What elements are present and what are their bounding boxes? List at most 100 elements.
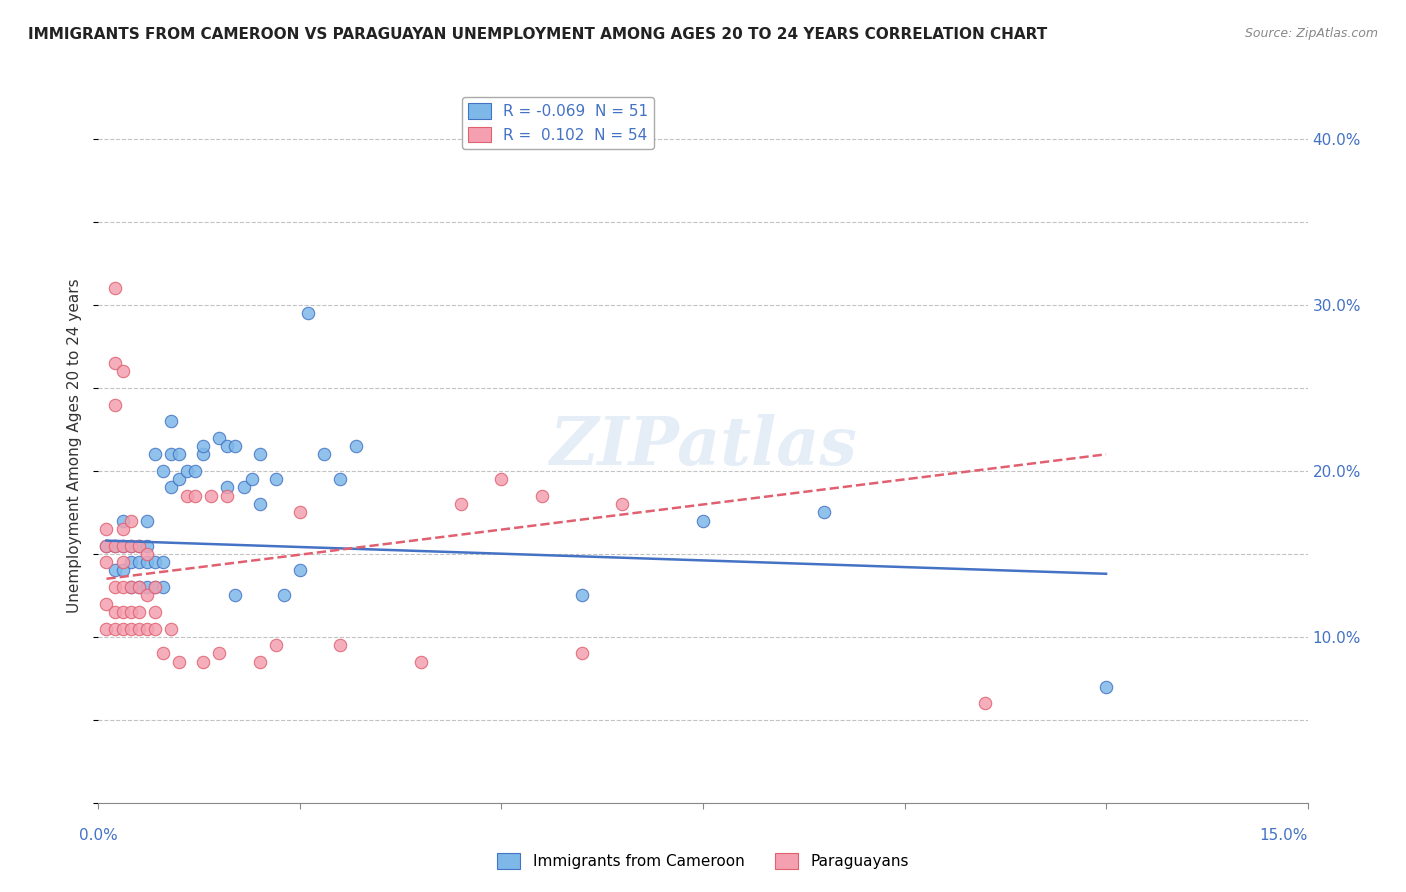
Point	[152, 580, 174, 594]
Legend: R = -0.069  N = 51, R =  0.102  N = 54: R = -0.069 N = 51, R = 0.102 N = 54	[461, 97, 654, 149]
Point	[111, 580, 134, 594]
Point	[111, 364, 134, 378]
Point	[152, 555, 174, 569]
Point	[409, 655, 432, 669]
Point	[111, 539, 134, 553]
Text: 0.0%: 0.0%	[79, 828, 118, 843]
Point	[135, 539, 157, 553]
Point	[249, 497, 271, 511]
Point	[103, 356, 125, 370]
Point	[135, 588, 157, 602]
Point	[120, 555, 142, 569]
Point	[193, 447, 215, 461]
Point	[111, 564, 134, 578]
Point	[103, 281, 125, 295]
Point	[200, 489, 222, 503]
Point	[167, 447, 190, 461]
Point	[530, 489, 553, 503]
Point	[193, 655, 215, 669]
Point	[128, 580, 150, 594]
Point	[692, 514, 714, 528]
Point	[329, 472, 352, 486]
Point	[571, 647, 593, 661]
Point	[240, 472, 263, 486]
Point	[249, 655, 271, 669]
Point	[128, 605, 150, 619]
Point	[103, 580, 125, 594]
Point	[273, 588, 295, 602]
Point	[128, 580, 150, 594]
Point	[96, 622, 118, 636]
Point	[111, 539, 134, 553]
Point	[111, 555, 134, 569]
Point	[128, 539, 150, 553]
Point	[128, 539, 150, 553]
Point	[120, 622, 142, 636]
Text: IMMIGRANTS FROM CAMEROON VS PARAGUAYAN UNEMPLOYMENT AMONG AGES 20 TO 24 YEARS CO: IMMIGRANTS FROM CAMEROON VS PARAGUAYAN U…	[28, 27, 1047, 42]
Point	[120, 580, 142, 594]
Point	[96, 539, 118, 553]
Point	[120, 580, 142, 594]
Point	[111, 514, 134, 528]
Point	[160, 622, 183, 636]
Point	[264, 472, 287, 486]
Point	[135, 622, 157, 636]
Point	[217, 481, 239, 495]
Point	[217, 439, 239, 453]
Point	[143, 555, 166, 569]
Point	[224, 439, 246, 453]
Point	[1095, 680, 1118, 694]
Point	[111, 605, 134, 619]
Point	[96, 539, 118, 553]
Point	[344, 439, 367, 453]
Point	[450, 497, 472, 511]
Point	[184, 489, 207, 503]
Point	[120, 539, 142, 553]
Point	[491, 472, 513, 486]
Point	[135, 514, 157, 528]
Point	[152, 464, 174, 478]
Text: ZIPatlas: ZIPatlas	[550, 414, 856, 478]
Point	[193, 439, 215, 453]
Point	[329, 638, 352, 652]
Point	[160, 447, 183, 461]
Point	[135, 547, 157, 561]
Point	[96, 597, 118, 611]
Point	[103, 622, 125, 636]
Point	[152, 647, 174, 661]
Point	[813, 505, 835, 519]
Text: 15.0%: 15.0%	[1260, 828, 1308, 843]
Point	[103, 605, 125, 619]
Point	[217, 489, 239, 503]
Point	[184, 464, 207, 478]
Point	[314, 447, 336, 461]
Text: Source: ZipAtlas.com: Source: ZipAtlas.com	[1244, 27, 1378, 40]
Point	[264, 638, 287, 652]
Point	[571, 588, 593, 602]
Point	[176, 464, 198, 478]
Point	[128, 622, 150, 636]
Point	[143, 447, 166, 461]
Point	[103, 539, 125, 553]
Point	[143, 605, 166, 619]
Point	[103, 539, 125, 553]
Point	[96, 522, 118, 536]
Point	[103, 397, 125, 411]
Point	[128, 555, 150, 569]
Point	[167, 655, 190, 669]
Point	[120, 514, 142, 528]
Point	[103, 564, 125, 578]
Point	[176, 489, 198, 503]
Point	[111, 522, 134, 536]
Point	[120, 605, 142, 619]
Point	[232, 481, 254, 495]
Point	[297, 306, 319, 320]
Point	[135, 555, 157, 569]
Point	[96, 555, 118, 569]
Point	[135, 580, 157, 594]
Point	[612, 497, 634, 511]
Point	[208, 431, 231, 445]
Point	[143, 580, 166, 594]
Point	[167, 472, 190, 486]
Point	[224, 588, 246, 602]
